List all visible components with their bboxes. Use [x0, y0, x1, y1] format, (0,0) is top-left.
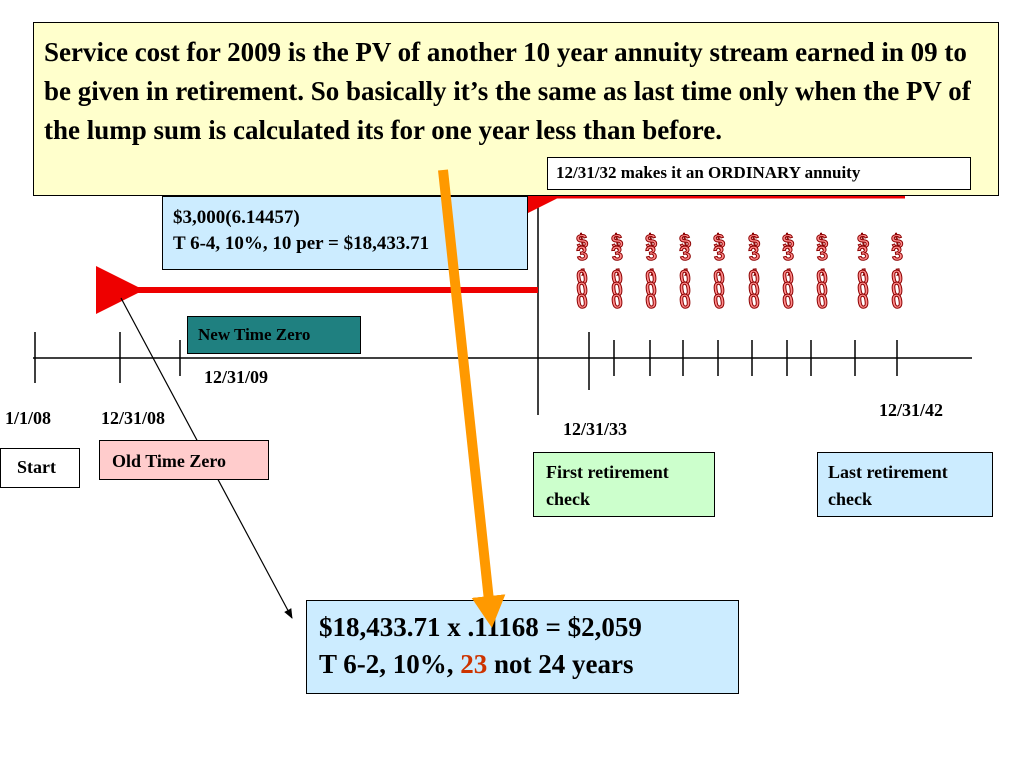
new-time-zero-label: New Time Zero [187, 316, 361, 354]
payment-amount-glyph: , [750, 255, 759, 278]
payment-amount-glyph: 0 [747, 278, 761, 301]
payment-amount-glyph: , [715, 255, 724, 278]
payment-amount-glyph: 0 [678, 266, 692, 289]
date-1-1-08: 1/1/08 [5, 408, 52, 428]
payment-amount-glyph: $ [575, 230, 589, 253]
payment-amount-glyph: 0 [815, 290, 829, 313]
payment-amount-glyph: 0 [856, 290, 870, 313]
result-table-ref: T 6-2, 10%, [319, 649, 461, 679]
payment-amount-glyph: 0 [712, 290, 726, 313]
payment-amount-glyph: , [893, 255, 902, 278]
payment-amount-glyph: 3 [890, 242, 904, 265]
payment-amount-glyph: 3 [781, 242, 795, 265]
annuity-calc-line1: $3,000(6.14457) [173, 207, 300, 228]
payment-amount-glyph: 3 [747, 242, 761, 265]
ordinary-annuity-note: 12/31/32 makes it an ORDINARY annuity [547, 157, 971, 190]
payment-amount-glyph: 0 [575, 290, 589, 313]
payment-amount-glyph: 0 [815, 266, 829, 289]
payment-amount-glyph: $ [610, 230, 624, 253]
date-12-31-33: 12/31/33 [563, 419, 628, 439]
payment-amount-glyph: , [647, 255, 656, 278]
start-label: Start [0, 448, 80, 488]
payment-amount-glyph: 3 [644, 242, 658, 265]
payment-amount-glyph: 3 [815, 242, 829, 265]
payment-amount-glyph: 0 [644, 278, 658, 301]
payment-amount-glyph: , [613, 255, 622, 278]
annuity-calc-line2: T 6-4, 10%, 10 per = $18,433.71 [173, 233, 430, 254]
result-years-note: not 24 years [487, 649, 634, 679]
payment-amount-glyph: 0 [644, 266, 658, 289]
payment-amount-glyph: 0 [712, 266, 726, 289]
payment-amount-glyph: 0 [575, 278, 589, 301]
payment-amount-glyph: 3 [610, 242, 624, 265]
payment-amount-glyph: , [681, 255, 690, 278]
payment-amount-glyph: $ [890, 230, 904, 253]
result-line2: T 6-2, 10%, 23 not 24 years [319, 646, 726, 683]
payment-amount-glyph: 0 [747, 290, 761, 313]
payment-amount-glyph: 0 [575, 266, 589, 289]
payment-amount-glyph: $ [644, 230, 658, 253]
payment-amount-glyph: $ [712, 230, 726, 253]
payment-amount-glyph: , [818, 255, 827, 278]
payment-amount-glyph: 0 [678, 290, 692, 313]
payment-amount-glyph: 0 [610, 266, 624, 289]
payment-amount-glyph: 0 [890, 266, 904, 289]
payment-amount-glyph: $ [856, 230, 870, 253]
date-12-31-42: 12/31/42 [879, 400, 944, 420]
payment-amount-glyph: , [859, 255, 868, 278]
payment-amount-glyph: 3 [712, 242, 726, 265]
payment-amount-glyph: 0 [610, 278, 624, 301]
payment-amount-glyph: 0 [644, 290, 658, 313]
payment-amount-glyph: 0 [781, 266, 795, 289]
payment-amount-glyph: 0 [610, 290, 624, 313]
last-retirement-check-label: Last retirement check [817, 452, 993, 517]
payment-amount-glyph: 0 [781, 278, 795, 301]
annuity-calculation: $3,000(6.14457) T 6-4, 10%, 10 per = $18… [162, 196, 528, 270]
payment-amount-glyph: $ [678, 230, 692, 253]
payment-amount-glyph: $ [781, 230, 795, 253]
payment-amount-glyph: 0 [747, 266, 761, 289]
first-retirement-check-label: First retirement check [533, 452, 715, 517]
date-12-31-08: 12/31/08 [101, 408, 166, 428]
payment-amount-glyph: 0 [890, 278, 904, 301]
payment-amount-glyph: $ [747, 230, 761, 253]
payment-amount-glyph: , [578, 255, 587, 278]
payment-amount-glyph: 0 [856, 278, 870, 301]
payment-amount-glyph: $ [815, 230, 829, 253]
payment-amount-glyph: 0 [856, 266, 870, 289]
lump-sum-pv-calculation: $18,433.71 x .11168 = $2,059 T 6-2, 10%,… [306, 600, 739, 694]
payment-amount-glyph: 3 [678, 242, 692, 265]
payment-amount-glyph: 0 [678, 278, 692, 301]
payment-amount-glyph: 3 [575, 242, 589, 265]
payment-amount-glyph: 0 [890, 290, 904, 313]
payment-amount-glyph: 0 [712, 278, 726, 301]
title-explanation: Service cost for 2009 is the PV of anoth… [33, 22, 999, 196]
result-years-highlight: 23 [460, 649, 488, 679]
payment-amount-glyph: 3 [856, 242, 870, 265]
old-time-zero-label: Old Time Zero [99, 440, 269, 480]
payment-amount-glyph: 0 [815, 278, 829, 301]
payment-amount-glyph: 0 [781, 290, 795, 313]
date-12-31-09: 12/31/09 [204, 367, 269, 387]
payment-amount-glyph: , [784, 255, 793, 278]
result-line1: $18,433.71 x .11168 = $2,059 [319, 612, 642, 642]
